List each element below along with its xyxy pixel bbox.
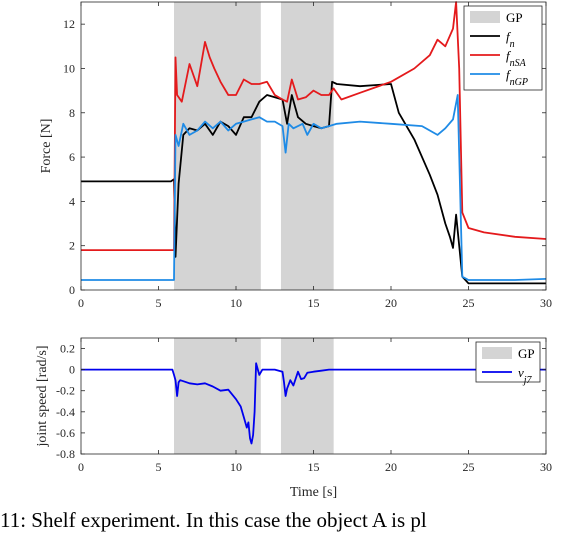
gp-shaded-region: [174, 338, 261, 454]
legend: GP vj7: [475, 341, 541, 386]
chart-panel-2: 0 5 10 15 20 25 30 -0.8 -0.6 -0.4 -0.2 0 0.2 joint sp…: [35, 337, 552, 500]
legend-label-f-ngp: fnGP: [506, 67, 528, 88]
series-line-f-ngp: [81, 94, 547, 281]
y-tick-label: -0.8: [56, 447, 75, 461]
gp-shaded-region: [280, 338, 334, 454]
y-tick-label: 2: [69, 239, 75, 253]
x-tick-label: 10: [230, 296, 242, 310]
x-tick-label: 20: [385, 296, 397, 310]
y-axis-label: Force [N]: [39, 119, 54, 174]
chart-panel-1: 0 5 10 15 20 25 30 0 2 4 6 8 10 12 Force [N] GP fnfnSAfn…: [39, 1, 552, 310]
y-tick-label: 0: [69, 283, 75, 297]
y-tick-label: 4: [69, 194, 75, 208]
x-tick-label: 0: [78, 296, 84, 310]
y-tick-label: 0: [69, 363, 75, 377]
x-tick-label: 15: [308, 460, 320, 474]
figure: 0 5 10 15 20 25 30 0 2 4 6 8 10 12 Force [N] GP fnfnSAfn…: [35, 1, 552, 500]
x-tick-label: 30: [540, 296, 552, 310]
legend-label-v-j7: vj7: [518, 365, 533, 386]
legend-label-gp: GP: [506, 10, 523, 25]
y-tick-label: 10: [63, 61, 75, 75]
legend-label-gp: GP: [518, 346, 535, 361]
figure-caption: 11: Shelf experiment. In this case the o…: [0, 508, 427, 532]
y-tick-label: 12: [63, 17, 75, 31]
x-tick-label: 30: [540, 460, 552, 474]
legend-swatch-gp: [482, 347, 512, 359]
y-tick-label: 8: [69, 106, 75, 120]
legend-label-f-nsa: fnSA: [506, 48, 527, 69]
gp-shaded-region: [174, 2, 261, 290]
gp-shaded-region: [280, 2, 334, 290]
x-tick-label: 10: [230, 460, 242, 474]
series-line-f-nsa: [81, 1, 547, 252]
x-tick-label: 20: [385, 460, 397, 474]
y-tick-label: 0.2: [60, 342, 75, 356]
x-tick-label: 15: [308, 296, 320, 310]
legend-label-f-n: fn: [506, 29, 515, 50]
x-tick-label: 0: [78, 460, 84, 474]
legend-swatch-gp: [470, 11, 500, 23]
x-tick-label: 25: [463, 296, 475, 310]
series-line-v-j7: [81, 362, 546, 445]
y-tick-label: 6: [69, 150, 75, 164]
y-axis-label: joint speed [rad/s]: [35, 345, 50, 447]
x-tick-label: 5: [156, 296, 162, 310]
x-axis-label: Time [s]: [290, 485, 337, 500]
x-tick-label: 25: [463, 460, 475, 474]
y-tick-label: -0.2: [56, 384, 75, 398]
y-tick-label: -0.4: [56, 405, 75, 419]
y-tick-label: -0.6: [56, 426, 75, 440]
x-tick-label: 5: [156, 460, 162, 474]
